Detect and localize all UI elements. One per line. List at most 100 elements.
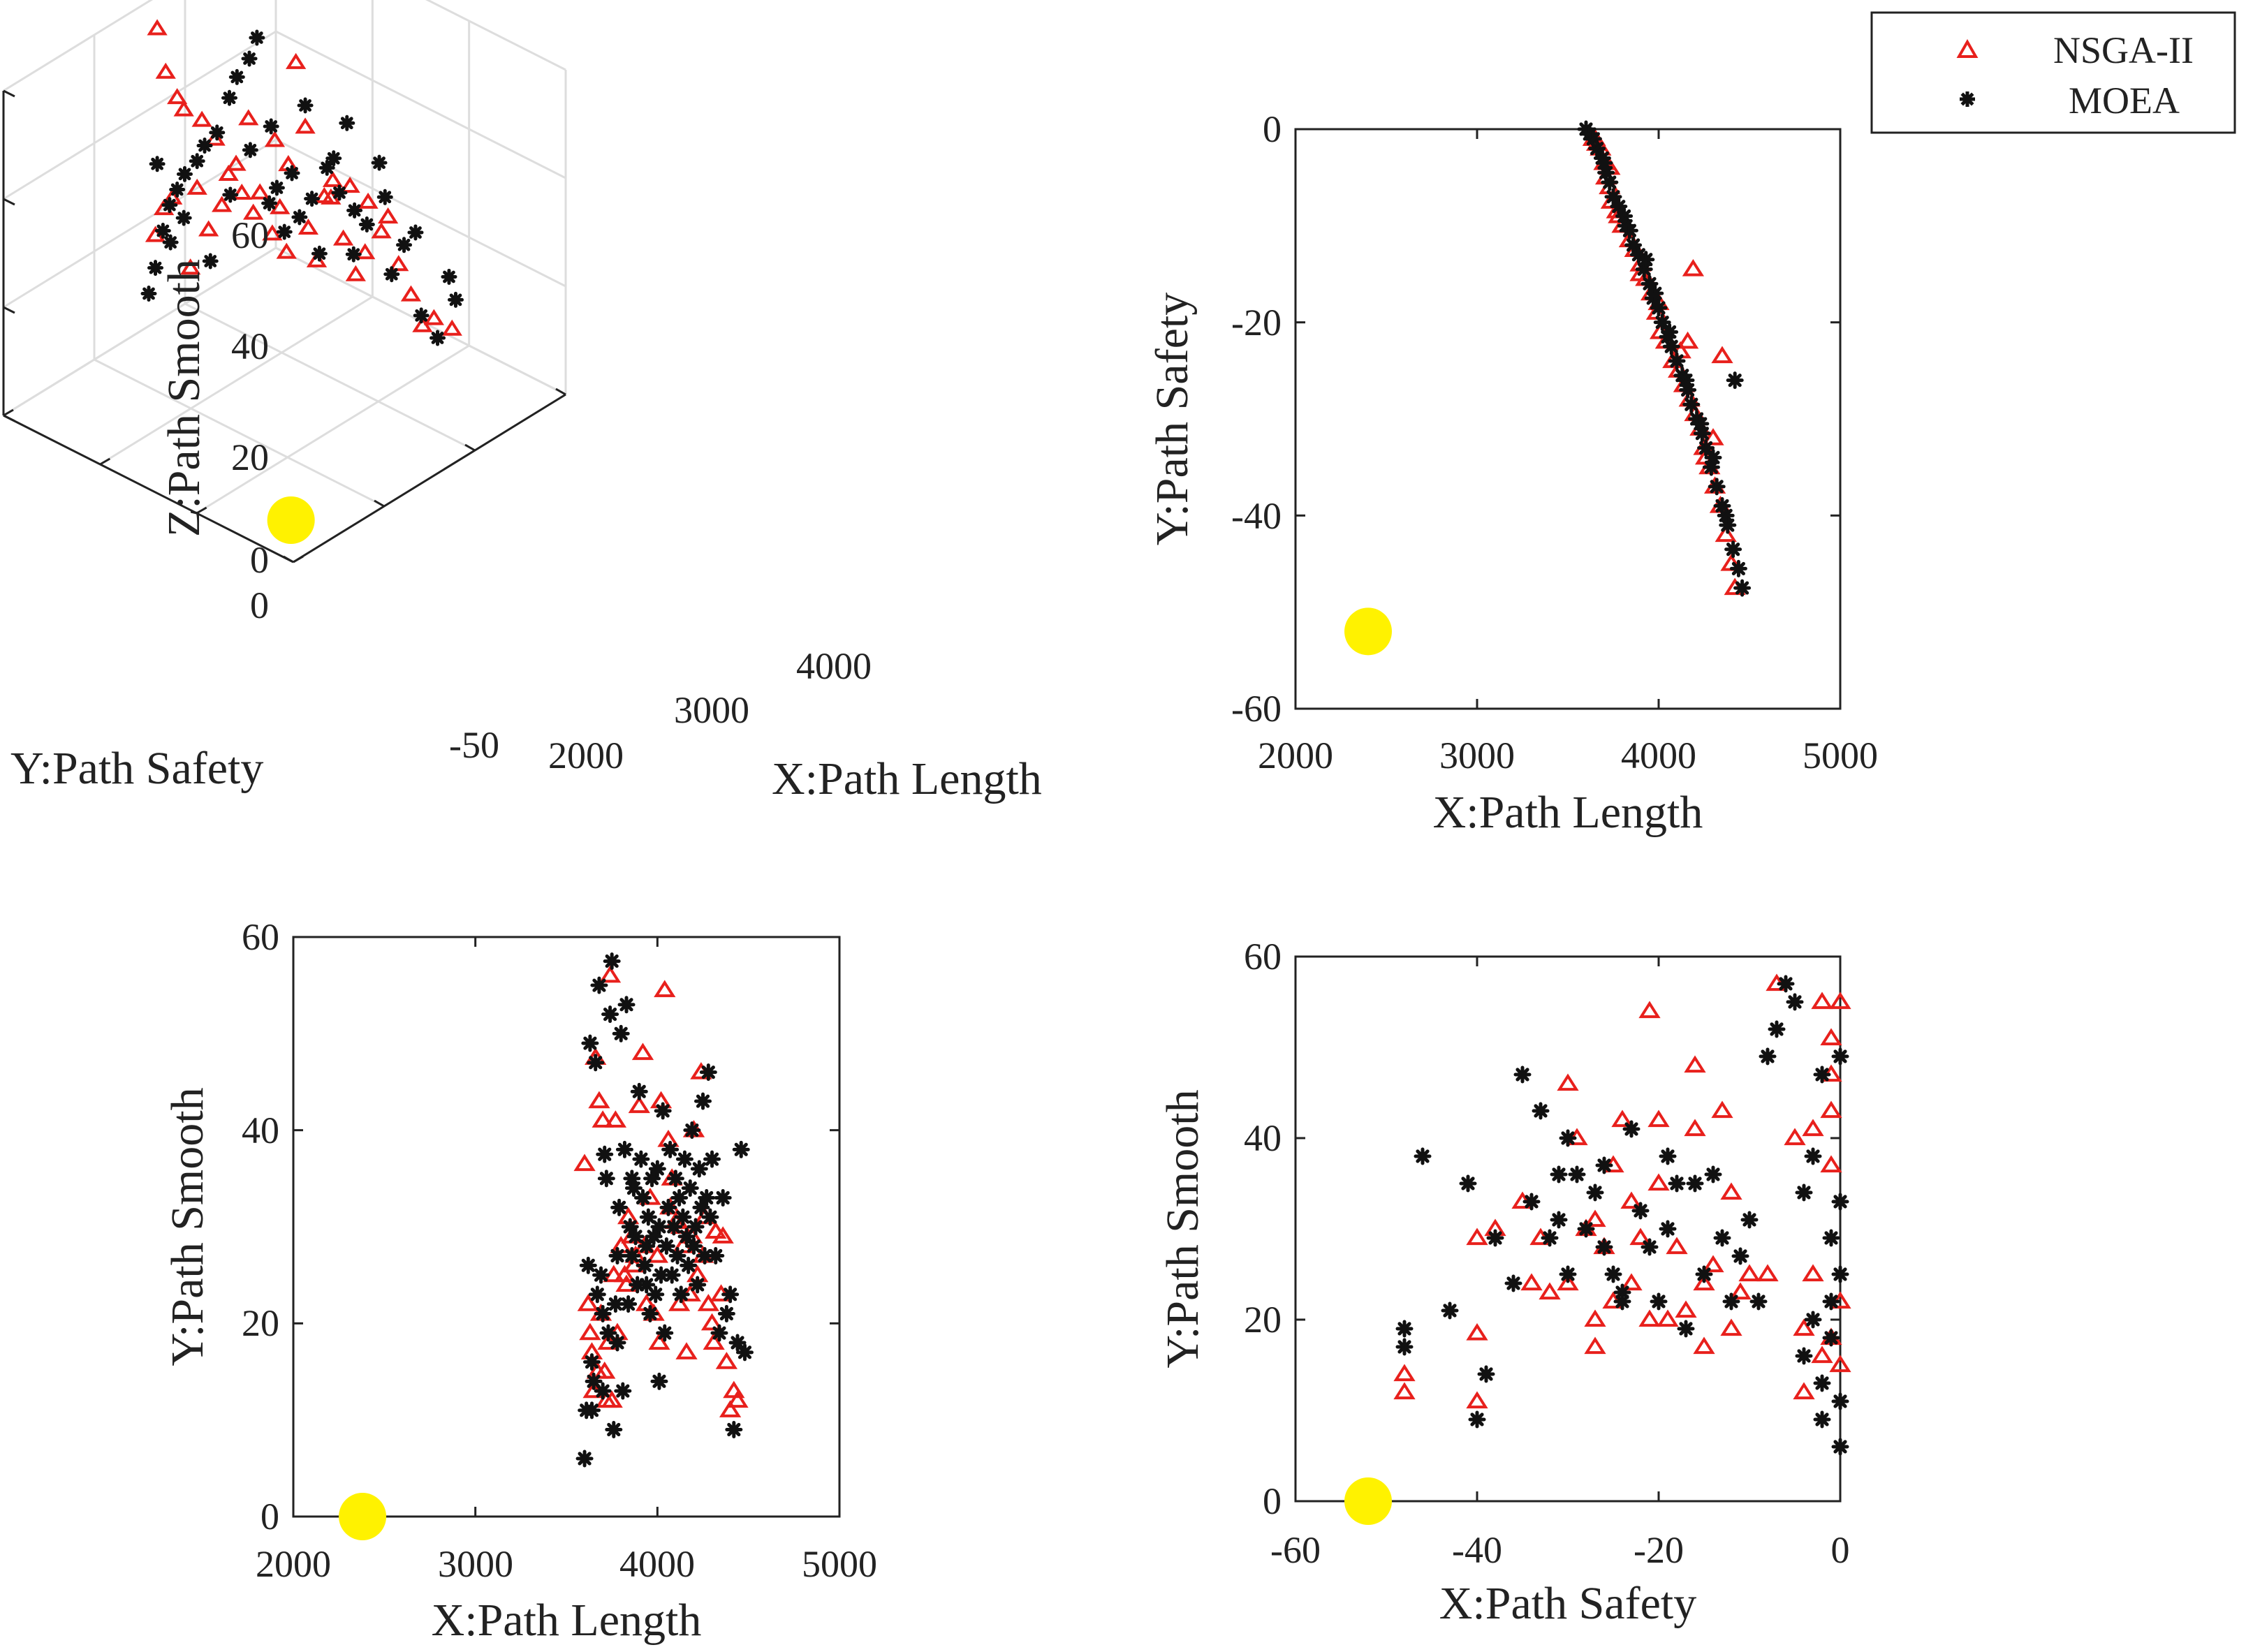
moea-point [1577, 1220, 1595, 1238]
moea-point [645, 1227, 663, 1246]
moea-point [413, 307, 430, 324]
nsga-point [604, 1110, 627, 1128]
nsga-point [1611, 1109, 1634, 1128]
nsga-point [332, 229, 354, 246]
moea-point [683, 1121, 701, 1140]
nsga-point [1711, 1100, 1733, 1119]
nsga-point [631, 1042, 654, 1061]
y-axis-line [3, 414, 294, 563]
moea-point [1768, 1020, 1786, 1038]
moea-point [597, 1170, 615, 1188]
moea-point [588, 1285, 606, 1304]
nsga-point [1620, 1273, 1643, 1291]
moea-point [639, 1208, 657, 1226]
reference-point [1344, 1477, 1392, 1525]
nsga-point [345, 265, 366, 281]
y-tick-labels: 0 20 40 60 [242, 916, 279, 1537]
moea-point [1786, 993, 1804, 1011]
moea-point [680, 1256, 698, 1274]
moea-point [1568, 1165, 1586, 1183]
y-tick-labels: -60 -40 -20 0 [1231, 108, 1282, 730]
nsga-point [262, 224, 283, 241]
moea-point [371, 154, 388, 171]
grid-line [94, 358, 385, 508]
tick-label: 4000 [1621, 735, 1696, 776]
moea-point [698, 1189, 716, 1207]
moea-point [1724, 540, 1742, 559]
moea-point [1662, 337, 1680, 355]
nsga-point [400, 285, 422, 302]
moea-point [261, 195, 278, 212]
moea-point [325, 150, 342, 167]
moea-point [1414, 1147, 1432, 1165]
moea-point [1733, 579, 1752, 597]
moea-point [632, 1150, 650, 1168]
nsga-point [231, 183, 252, 200]
moea-point [1813, 1374, 1831, 1392]
moea-point [623, 1247, 641, 1264]
nsga-point [726, 1390, 749, 1408]
moea-point [1595, 154, 1613, 172]
data-marks [339, 952, 754, 1540]
nsga-point [1520, 1273, 1543, 1291]
moea-point [1610, 198, 1628, 216]
nsga-point [1693, 1273, 1715, 1291]
tick-label: 60 [242, 916, 279, 958]
moea-point [675, 1150, 693, 1168]
moea-point [684, 1237, 703, 1255]
moea-point [585, 1372, 603, 1390]
moea-point [1604, 1265, 1622, 1283]
nsga-point [173, 100, 194, 117]
x-tick-labels: 2000 3000 4000 5000 [1258, 735, 1878, 776]
tick-label: 2000 [256, 1543, 331, 1585]
moea-point [714, 1189, 732, 1207]
grid-line [196, 344, 470, 515]
nsga-point [1675, 1300, 1697, 1318]
moea-point [221, 89, 237, 106]
nsga-point [1829, 991, 1851, 1010]
tick-label: 4000 [619, 1543, 695, 1585]
moea-point [331, 184, 348, 201]
moea-point [1646, 284, 1664, 302]
moea-point [1822, 1229, 1840, 1247]
tick-label: 0 [1263, 108, 1282, 150]
nsga-point [603, 1264, 625, 1283]
panel-3d-grid [2, 0, 567, 563]
nsga-point [1584, 1309, 1606, 1327]
moea-point [614, 1382, 632, 1400]
tick-label: 3000 [438, 1543, 513, 1585]
tick-label: 2000 [1258, 735, 1333, 776]
nsga-point [355, 243, 376, 260]
nsga-point [719, 1400, 742, 1417]
moea-point [1686, 1174, 1704, 1193]
moea-point [1559, 1265, 1577, 1283]
moea-point [242, 142, 258, 158]
tick-label: -60 [1270, 1529, 1321, 1571]
moea-point [689, 1276, 707, 1294]
moea-point [1677, 1320, 1695, 1338]
moea-point [396, 237, 413, 253]
legend: NSGA-II MOEA [1870, 11, 2236, 134]
moea-point [699, 1063, 717, 1082]
nsga-point [412, 316, 433, 332]
moea-point [1586, 1183, 1604, 1202]
tick-label: 40 [1244, 1117, 1282, 1159]
tick-label: -20 [1634, 1529, 1684, 1571]
moea-point [1631, 1202, 1650, 1220]
x-tick-labels: -60 -40 -20 0 [1270, 1529, 1849, 1571]
x-axis-label: X:Path Length [432, 1595, 702, 1646]
moea-point [1831, 1265, 1849, 1283]
tick-label: 3000 [1439, 735, 1515, 776]
tick-label: 20 [1244, 1299, 1282, 1341]
tick-label: -50 [449, 724, 499, 766]
moea-point [1704, 1165, 1722, 1183]
moea-point [1459, 1174, 1477, 1193]
moea-point [725, 1421, 743, 1438]
nsga-point [1811, 1345, 1833, 1364]
moea-point [612, 1024, 630, 1042]
moea-point [668, 1247, 687, 1264]
nsga-point [295, 117, 316, 134]
moea-point [318, 159, 335, 176]
nsga-point [212, 196, 233, 212]
moea-point [1708, 478, 1726, 496]
